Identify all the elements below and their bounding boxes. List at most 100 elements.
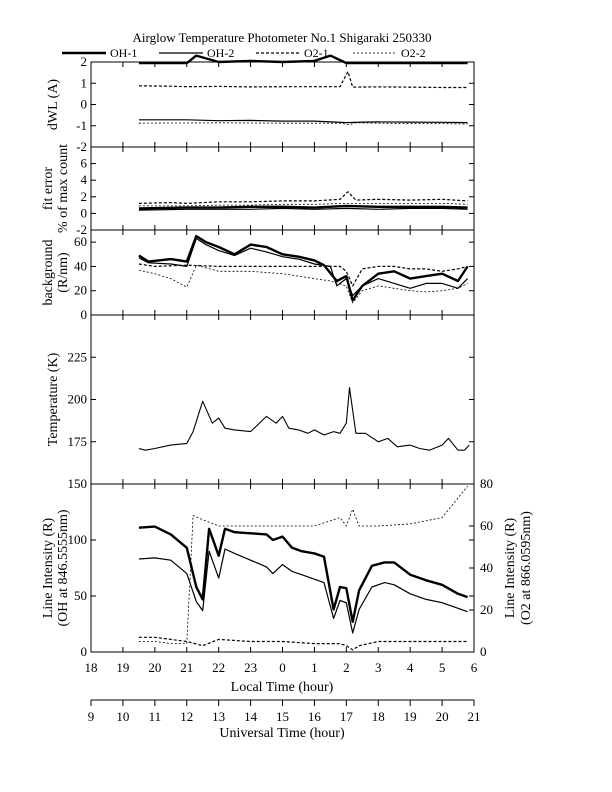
xtick-label-local: 22 bbox=[212, 660, 225, 675]
ylabel-right2-intensity: (O2 at 866.0595nm) bbox=[519, 511, 534, 625]
ytick-label-fit: 6 bbox=[81, 156, 88, 171]
ytick-label-fit: 4 bbox=[81, 172, 88, 187]
series-line-intensity-oh-2 bbox=[138, 548, 468, 634]
xtick-label-local: 21 bbox=[180, 660, 193, 675]
xtick-label-local: 5 bbox=[439, 660, 446, 675]
ytick-label-dwl: -2 bbox=[76, 139, 87, 154]
series-line-bg-o2-1 bbox=[138, 263, 468, 287]
ut-tick-label: 17 bbox=[340, 709, 354, 724]
ytick-label-temp: 175 bbox=[68, 434, 88, 449]
ytick-label-fit: -2 bbox=[76, 222, 87, 237]
series-line-bg-o2-2 bbox=[138, 264, 468, 304]
ut-tick-label: 16 bbox=[308, 709, 322, 724]
universal-time-label: Universal Time (hour) bbox=[219, 726, 345, 741]
ylabel-right-intensity: Line Intensity (R) bbox=[503, 518, 518, 619]
xtick-label-local: 4 bbox=[407, 660, 414, 675]
chart-title: Airglow Temperature Photometer No.1 Shig… bbox=[133, 30, 432, 45]
legend: OH-1 OH-2 O2-1 O2-2 bbox=[62, 46, 426, 60]
legend-label-oh-1: OH-1 bbox=[110, 46, 137, 60]
xtick-label-local: 1 bbox=[311, 660, 318, 675]
local-time-axis: Local Time (hour) 18 19 20 21 22 23 0 1 2 3 4 5 6 bbox=[85, 660, 478, 695]
xtick-label-local: 19 bbox=[116, 660, 129, 675]
title-group: Airglow Temperature Photometer No.1 Shig… bbox=[133, 30, 432, 45]
ytick-label-bg: 60 bbox=[74, 234, 87, 249]
series-line-dwl-o2-2 bbox=[138, 122, 468, 126]
ytick-label-bg: 20 bbox=[74, 283, 87, 298]
panel-frame-dwl bbox=[90, 61, 475, 148]
ylabel2-bg: (R/nm) bbox=[56, 252, 71, 293]
series-group-intensity bbox=[138, 485, 468, 651]
ytick-right-label-intensity: 40 bbox=[480, 560, 493, 575]
xtick-label-local: 6 bbox=[471, 660, 478, 675]
ytick-label-bg: 0 bbox=[81, 307, 88, 322]
ytick-label-temp: 200 bbox=[68, 392, 88, 407]
ytick-right-label-intensity: 20 bbox=[480, 602, 493, 617]
ut-tick-label: 9 bbox=[88, 709, 95, 724]
panel-temp: 175 200 225 Temperature (K) bbox=[46, 314, 475, 485]
series-line-dwl-o2-1 bbox=[138, 70, 468, 89]
xtick-label-local: 23 bbox=[244, 660, 257, 675]
panel-frame-temp bbox=[90, 314, 475, 485]
ylabel-intensity: Line Intensity (R) bbox=[41, 518, 56, 619]
series-line-dwl-oh-1 bbox=[138, 54, 468, 65]
panel-frame-fit bbox=[90, 146, 475, 231]
series-group-fit bbox=[138, 191, 468, 211]
xtick-label-local: 0 bbox=[279, 660, 286, 675]
legend-label-oh-2: OH-2 bbox=[207, 46, 234, 60]
ylabel-temp: Temperature (K) bbox=[46, 352, 61, 446]
series-line-fit-oh-1 bbox=[138, 204, 468, 210]
ut-tick-label: 14 bbox=[244, 709, 258, 724]
ut-tick-label: 10 bbox=[116, 709, 129, 724]
ytick-label-fit: 0 bbox=[81, 205, 88, 220]
legend-label-o2-1: O2-1 bbox=[304, 46, 329, 60]
ytick-label-bg: 40 bbox=[74, 258, 87, 273]
ytick-label-intensity: 100 bbox=[68, 532, 88, 547]
series-line-bg-oh-1 bbox=[138, 234, 469, 302]
legend-label-o2-2: O2-2 bbox=[401, 46, 426, 60]
xtick-label-local: 2 bbox=[343, 660, 350, 675]
ytick-label-fit: 2 bbox=[81, 189, 88, 204]
ut-tick-label: 20 bbox=[436, 709, 449, 724]
ytick-label-dwl: 1 bbox=[81, 75, 88, 90]
xtick-label-local: 3 bbox=[375, 660, 382, 675]
ylabel-dwl: dWL (A) bbox=[46, 79, 61, 131]
ylabel2-intensity: (OH at 846.5555nm) bbox=[56, 509, 71, 626]
ytick-right-label-intensity: 80 bbox=[480, 476, 493, 491]
series-line-fit-oh-2 bbox=[138, 207, 468, 211]
ut-tick-label: 18 bbox=[372, 709, 385, 724]
series-line-fit-o2-1 bbox=[138, 191, 468, 204]
ut-tick-label: 21 bbox=[468, 709, 481, 724]
ylabel-bg: background bbox=[41, 239, 56, 305]
ytick-label-dwl: 0 bbox=[81, 97, 88, 112]
xtick-label-local: 18 bbox=[85, 660, 98, 675]
ylabel2-fit: % of max count bbox=[56, 144, 71, 233]
ytick-label-intensity: 0 bbox=[81, 644, 88, 659]
ut-tick-label: 15 bbox=[276, 709, 289, 724]
ytick-label-intensity: 150 bbox=[68, 476, 88, 491]
series-line-bg-oh-2 bbox=[138, 237, 469, 297]
series-group-dwl bbox=[138, 54, 468, 126]
panel-frame-intensity bbox=[90, 483, 475, 653]
ytick-label-temp: 225 bbox=[68, 349, 88, 364]
ut-tick-label: 13 bbox=[212, 709, 225, 724]
ytick-right-label-intensity: 60 bbox=[480, 518, 493, 533]
ut-tick-label: 11 bbox=[149, 709, 162, 724]
series-line-intensity-oh-1 bbox=[138, 525, 468, 623]
series-line-fit-o2-2 bbox=[138, 202, 468, 207]
ytick-label-dwl: -1 bbox=[76, 118, 87, 133]
xtick-label-local: 20 bbox=[148, 660, 161, 675]
series-line-intensity-o2-2 bbox=[138, 485, 468, 644]
panel-bg: 0 20 40 60 background (R/nm) bbox=[41, 229, 475, 322]
series-line-intensity-o2-1 bbox=[138, 636, 468, 651]
ytick-right-label-intensity: 0 bbox=[480, 644, 487, 659]
ytick-label-intensity: 50 bbox=[74, 588, 87, 603]
series-line-temp-temperature bbox=[138, 387, 470, 451]
ytick-label-dwl: 2 bbox=[81, 54, 88, 69]
universal-time-axis: Universal Time (hour) 9 10 11 12 13 14 15 16 17 1… bbox=[88, 699, 481, 741]
panel-fit: -2 02 46 fit error% of max count bbox=[41, 144, 475, 237]
series-group-bg bbox=[138, 234, 469, 304]
series-group-temp bbox=[138, 387, 470, 451]
